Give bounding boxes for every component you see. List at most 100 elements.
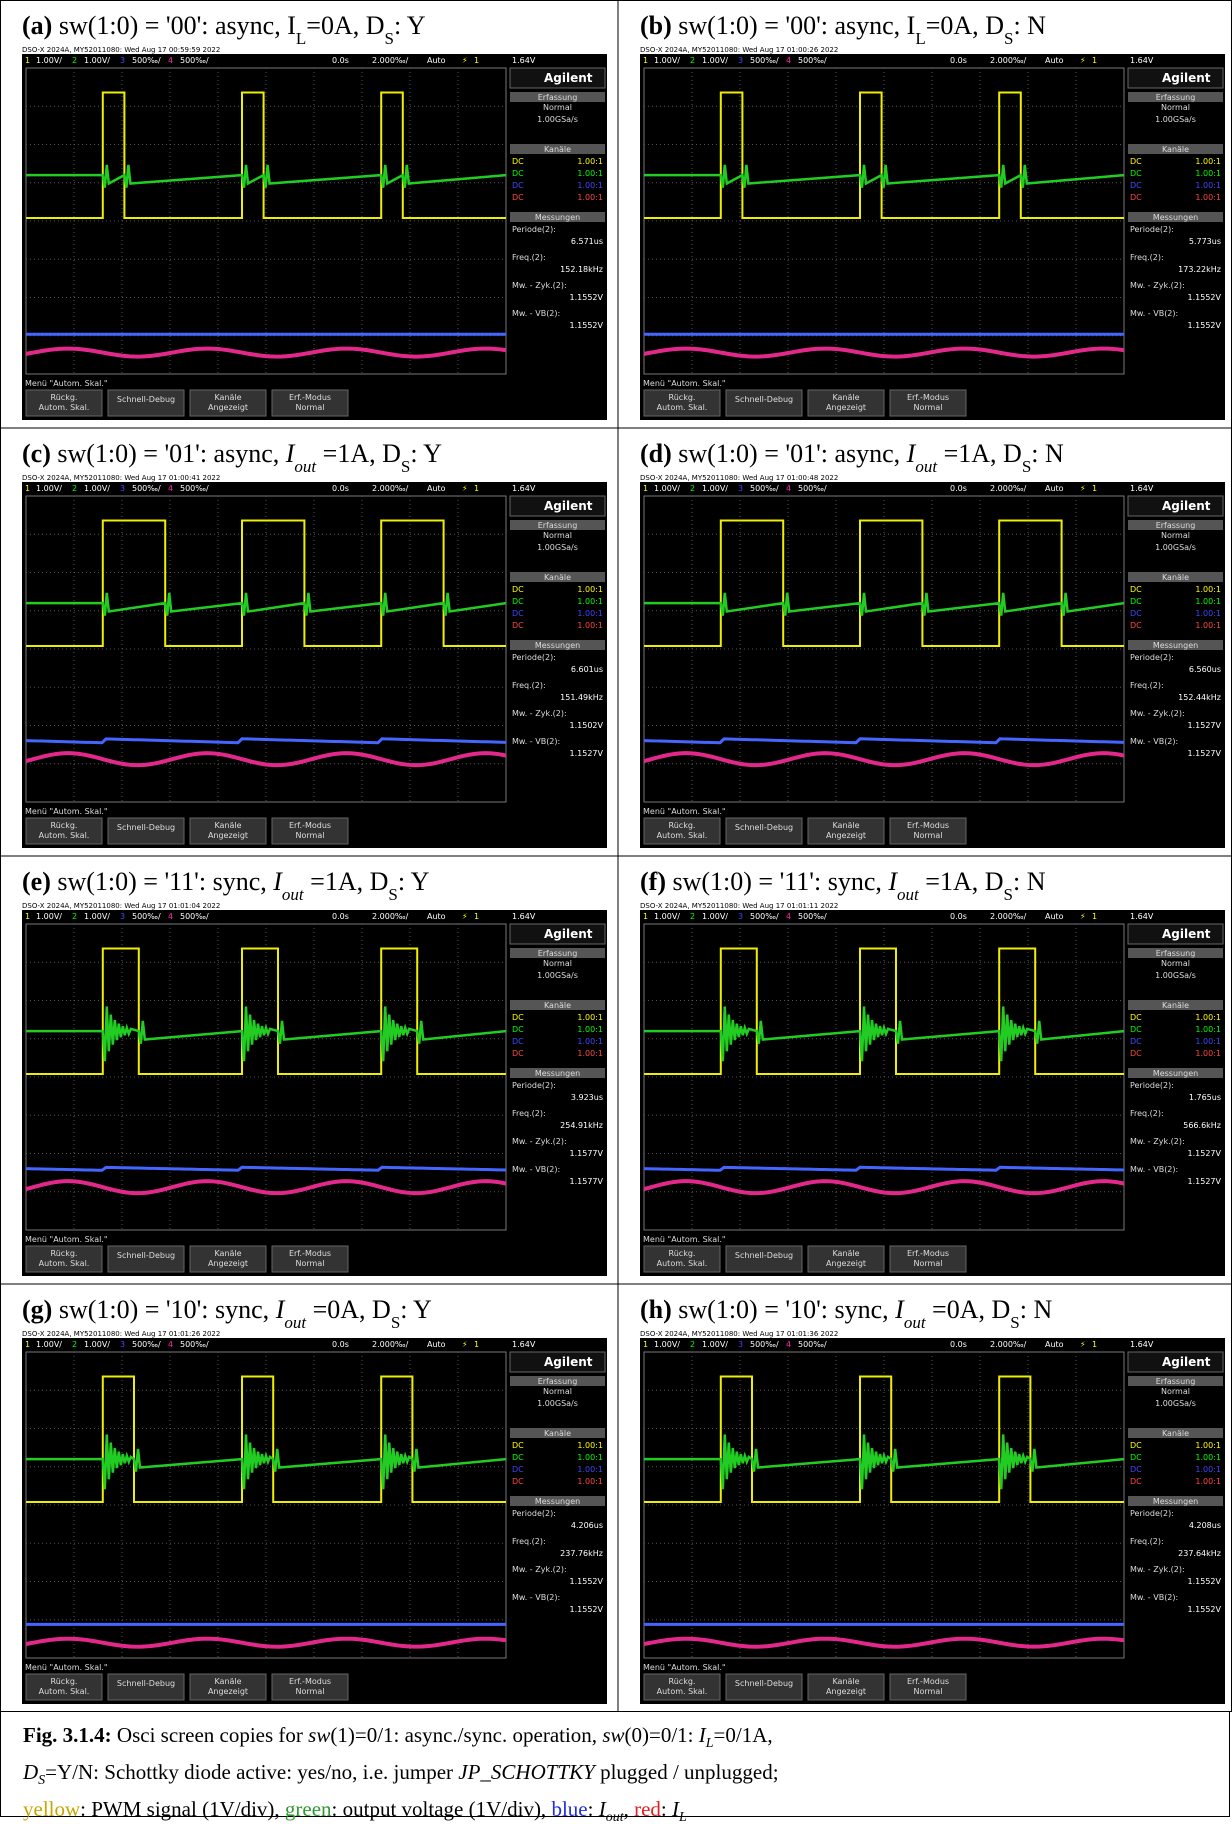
panel-text: Mw. - VB(2): [512,309,560,318]
panel-text: 1.1552V [570,1605,604,1614]
scope-topbar-item: 1.00V/ [702,484,728,493]
scope-topbar-item: 1.00V/ [36,912,62,921]
caption-line: DS=Y/N: Schottky diode active: yes/no, i… [23,1758,1229,1795]
section-title: Messungen [535,1497,580,1506]
panel-text: 1.00GSa/s [537,971,578,980]
scope-topbar-item: 1.00V/ [84,912,110,921]
scope-topbar-item: 4 [786,56,791,65]
menu-button-text: Angezeigt [826,403,866,412]
current-symbol: I [907,11,916,40]
panel-text: 1.00:1 [1195,1441,1221,1450]
menu-button-text: Erf.-Modus [289,393,331,402]
panel-text: Normal [1161,531,1190,540]
panel-text: 1.00GSa/s [1155,543,1196,552]
scope-topbar-item: 2.000‰/ [372,1340,409,1349]
panel-text: Normal [1161,959,1190,968]
panel-title: (b) sw(1:0) = '00': async, IL=0A, DS: N [640,11,1046,48]
scope-stamp: DSO-X 2024A, MY52011080: Wed Aug 17 01:0… [22,1330,220,1338]
scope-topbar-item: 1 [25,56,30,65]
scope-topbar-item: 500‰/ [132,484,161,493]
diode-symbol: D [1003,439,1022,468]
menu-button-text: Autom. Skal. [657,403,708,412]
scope-topbar-item: 1 [643,484,648,493]
scope-topbar-item: 500‰/ [750,1340,779,1349]
menu-button-text: Kanäle [214,393,241,402]
section-title: Erfassung [538,1377,578,1386]
caption-run: sw [602,1723,624,1747]
scope-topbar-item: 0.0s [332,484,349,493]
panel-text: 1.00:1 [577,193,603,202]
panel-text: 1.00:1 [1195,1025,1221,1034]
scope-topbar-item: 1.64V [1130,1340,1154,1349]
diode-value: : Y [398,867,430,896]
current-value: =0A, [306,1295,372,1324]
panel-text: Freq.(2): [1130,1537,1164,1546]
scope-topbar-item: Auto [1045,56,1064,65]
panel-text: Freq.(2): [1130,253,1164,262]
section-title: Kanäle [544,1001,571,1010]
brand: Agilent [544,499,593,513]
scope-topbar-item: 2 [690,1340,695,1349]
diode-symbol: D [372,1295,391,1324]
panel-title: (h) sw(1:0) = '10': sync, Iout =0A, DS: … [640,1295,1052,1332]
panel-text: Freq.(2): [1130,681,1164,690]
scope-topbar-item: 2 [72,912,77,921]
scope-topbar-item: 4 [168,484,173,493]
current-subscript: out [284,1313,307,1332]
scope-topbar-item: 2.000‰/ [990,912,1027,921]
scope-topbar-item: 1.64V [1130,56,1154,65]
menu-button-text: Schnell-Debug [735,1679,793,1688]
panel-text: 1.00:1 [1195,1453,1221,1462]
menu-button-text: Rückg. [51,1677,78,1686]
panel-text: 1.1552V [1188,1605,1222,1614]
scope-topbar-item: 1.64V [512,1340,536,1349]
menu-button-text: Normal [914,1687,943,1696]
scope-topbar-item: 1.00V/ [36,56,62,65]
panel-title: (d) sw(1:0) = '01': async, Iout =1A, DS:… [640,439,1064,476]
menu-button-text: Schnell-Debug [117,1679,175,1688]
caption-line: yellow: PWM signal (1V/div), green: outp… [23,1795,1229,1832]
scope-topbar-item: ⚡ [462,912,468,921]
section-title: Messungen [1153,1497,1198,1506]
scope-topbar-item: 1 [474,912,479,921]
diode-symbol: D [992,1295,1011,1324]
panel-label: (b) [640,11,672,40]
panel-text: Normal [543,103,572,112]
panel-text: DC [512,621,524,630]
panel-title-text: sw(1:0) = '10': sync, [672,1295,895,1324]
section-title: Erfassung [1156,93,1196,102]
scope-screen: DSO-X 2024A, MY52011080: Wed Aug 17 01:0… [640,474,1225,848]
scope-topbar-item: 3 [738,912,743,921]
panel-text: 6.601us [571,665,603,674]
scope-topbar-item: ⚡ [1080,1340,1086,1349]
current-subscript: L [915,29,925,48]
scope-topbar-item: 3 [738,56,743,65]
diode-value: : Y [400,1295,432,1324]
scope-topbar-item: 500‰/ [132,56,161,65]
caption-run: : [661,1797,672,1821]
panel-label: (f) [640,867,666,896]
scope-topbar-item: 3 [120,56,125,65]
scope-topbar-item: Auto [1045,1340,1064,1349]
current-subscript: out [282,885,305,904]
panel-text: 1.765us [1189,1093,1221,1102]
scope-topbar-item: 1.00V/ [654,912,680,921]
section-title: Erfassung [1156,1377,1196,1386]
section-title: Messungen [535,213,580,222]
scope-stamp: DSO-X 2024A, MY52011080: Wed Aug 17 00:5… [22,46,220,54]
panel-text: 1.1577V [570,1177,604,1186]
scope-topbar-item: 1.64V [512,912,536,921]
scope-topbar-item: 1 [474,56,479,65]
panel-text: 4.208us [1189,1521,1221,1530]
scope-screen: DSO-X 2024A, MY52011080: Wed Aug 17 01:0… [22,1330,607,1704]
panel-text: Mw. - VB(2): [512,1593,560,1602]
panel-text: 1.00GSa/s [1155,971,1196,980]
current-subscript: out [904,1313,927,1332]
panel-text: Periode(2): [512,225,556,234]
panel-text: 1.00:1 [1195,181,1221,190]
diode-value: : N [1013,11,1046,40]
panel-text: 1.00:1 [577,1025,603,1034]
panel-text: 1.1552V [570,293,604,302]
panel-text: Mw. - Zyk.(2): [512,709,567,718]
panel-text: 1.00:1 [1195,585,1221,594]
